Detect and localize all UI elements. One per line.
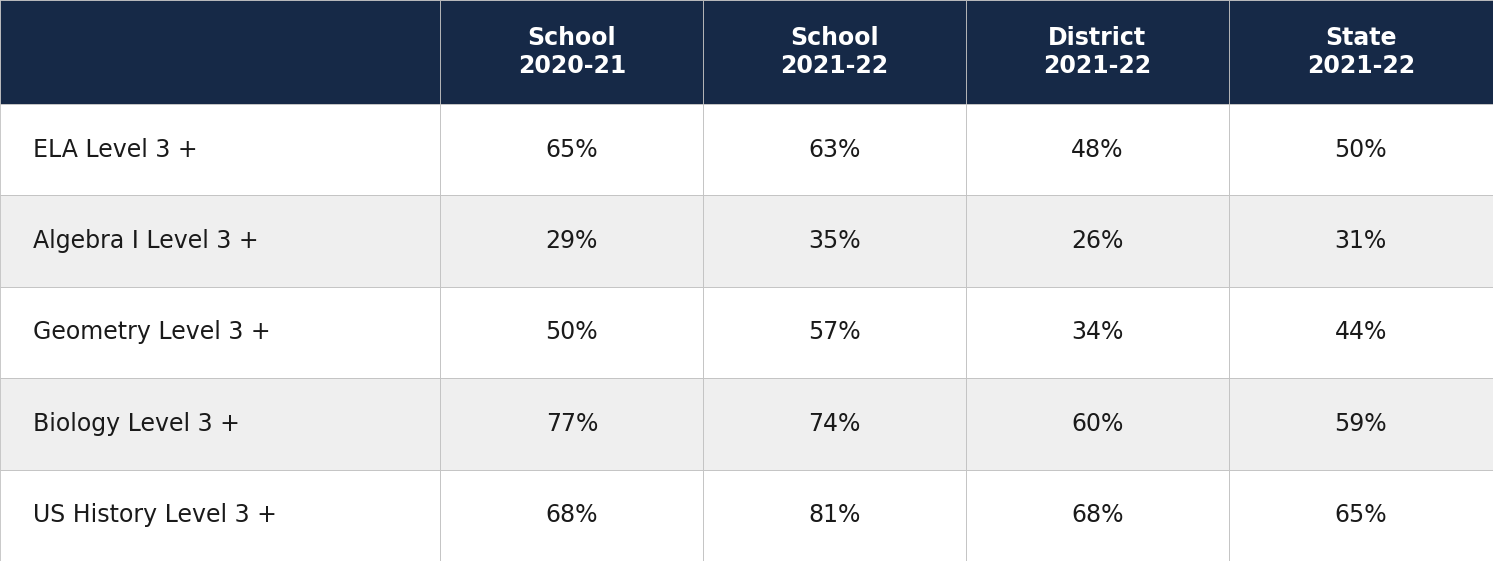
Bar (440, 195, 703, 287)
Bar (966, 195, 1229, 287)
Text: Biology Level 3 +: Biology Level 3 + (33, 412, 240, 436)
Bar (0, 195, 440, 287)
Text: 68%: 68% (545, 503, 599, 527)
Bar (1229, 195, 1493, 287)
Text: 50%: 50% (1335, 137, 1387, 162)
Text: 74%: 74% (808, 412, 861, 436)
Text: 26%: 26% (1070, 229, 1124, 253)
Text: 65%: 65% (545, 137, 599, 162)
Bar (1229, 287, 1493, 378)
Bar (966, 287, 1229, 378)
Bar (703, 195, 966, 287)
Bar (1229, 104, 1493, 195)
Text: 44%: 44% (1335, 320, 1387, 344)
Text: Geometry Level 3 +: Geometry Level 3 + (33, 320, 270, 344)
Text: 59%: 59% (1335, 412, 1387, 436)
Bar (440, 287, 703, 378)
Bar (0, 378, 440, 470)
Text: 65%: 65% (1335, 503, 1387, 527)
Bar (966, 378, 1229, 470)
Bar (440, 378, 703, 470)
Text: 77%: 77% (545, 412, 599, 436)
Bar (440, 104, 703, 195)
Text: State
2021-22: State 2021-22 (1306, 26, 1415, 78)
Text: 81%: 81% (808, 503, 861, 527)
Bar (703, 378, 966, 470)
Bar (966, 470, 1229, 561)
Text: Algebra I Level 3 +: Algebra I Level 3 + (33, 229, 258, 253)
Bar (966, 104, 1229, 195)
Text: 68%: 68% (1070, 503, 1124, 527)
Bar (703, 104, 966, 195)
Bar (440, 0, 703, 104)
Bar (1229, 0, 1493, 104)
Text: 48%: 48% (1070, 137, 1124, 162)
Bar (1229, 378, 1493, 470)
Text: District
2021-22: District 2021-22 (1044, 26, 1151, 78)
Text: 29%: 29% (545, 229, 599, 253)
Bar (440, 470, 703, 561)
Bar (1229, 470, 1493, 561)
Bar (703, 287, 966, 378)
Text: School
2021-22: School 2021-22 (781, 26, 888, 78)
Text: 60%: 60% (1070, 412, 1124, 436)
Text: 35%: 35% (808, 229, 861, 253)
Bar (0, 470, 440, 561)
Bar (703, 470, 966, 561)
Bar (0, 287, 440, 378)
Text: 57%: 57% (808, 320, 861, 344)
Bar (0, 104, 440, 195)
Text: ELA Level 3 +: ELA Level 3 + (33, 137, 197, 162)
Bar (0, 0, 440, 104)
Bar (966, 0, 1229, 104)
Text: School
2020-21: School 2020-21 (518, 26, 626, 78)
Bar (703, 0, 966, 104)
Text: 31%: 31% (1335, 229, 1387, 253)
Text: US History Level 3 +: US History Level 3 + (33, 503, 276, 527)
Text: 34%: 34% (1070, 320, 1124, 344)
Text: 63%: 63% (808, 137, 861, 162)
Text: 50%: 50% (545, 320, 599, 344)
